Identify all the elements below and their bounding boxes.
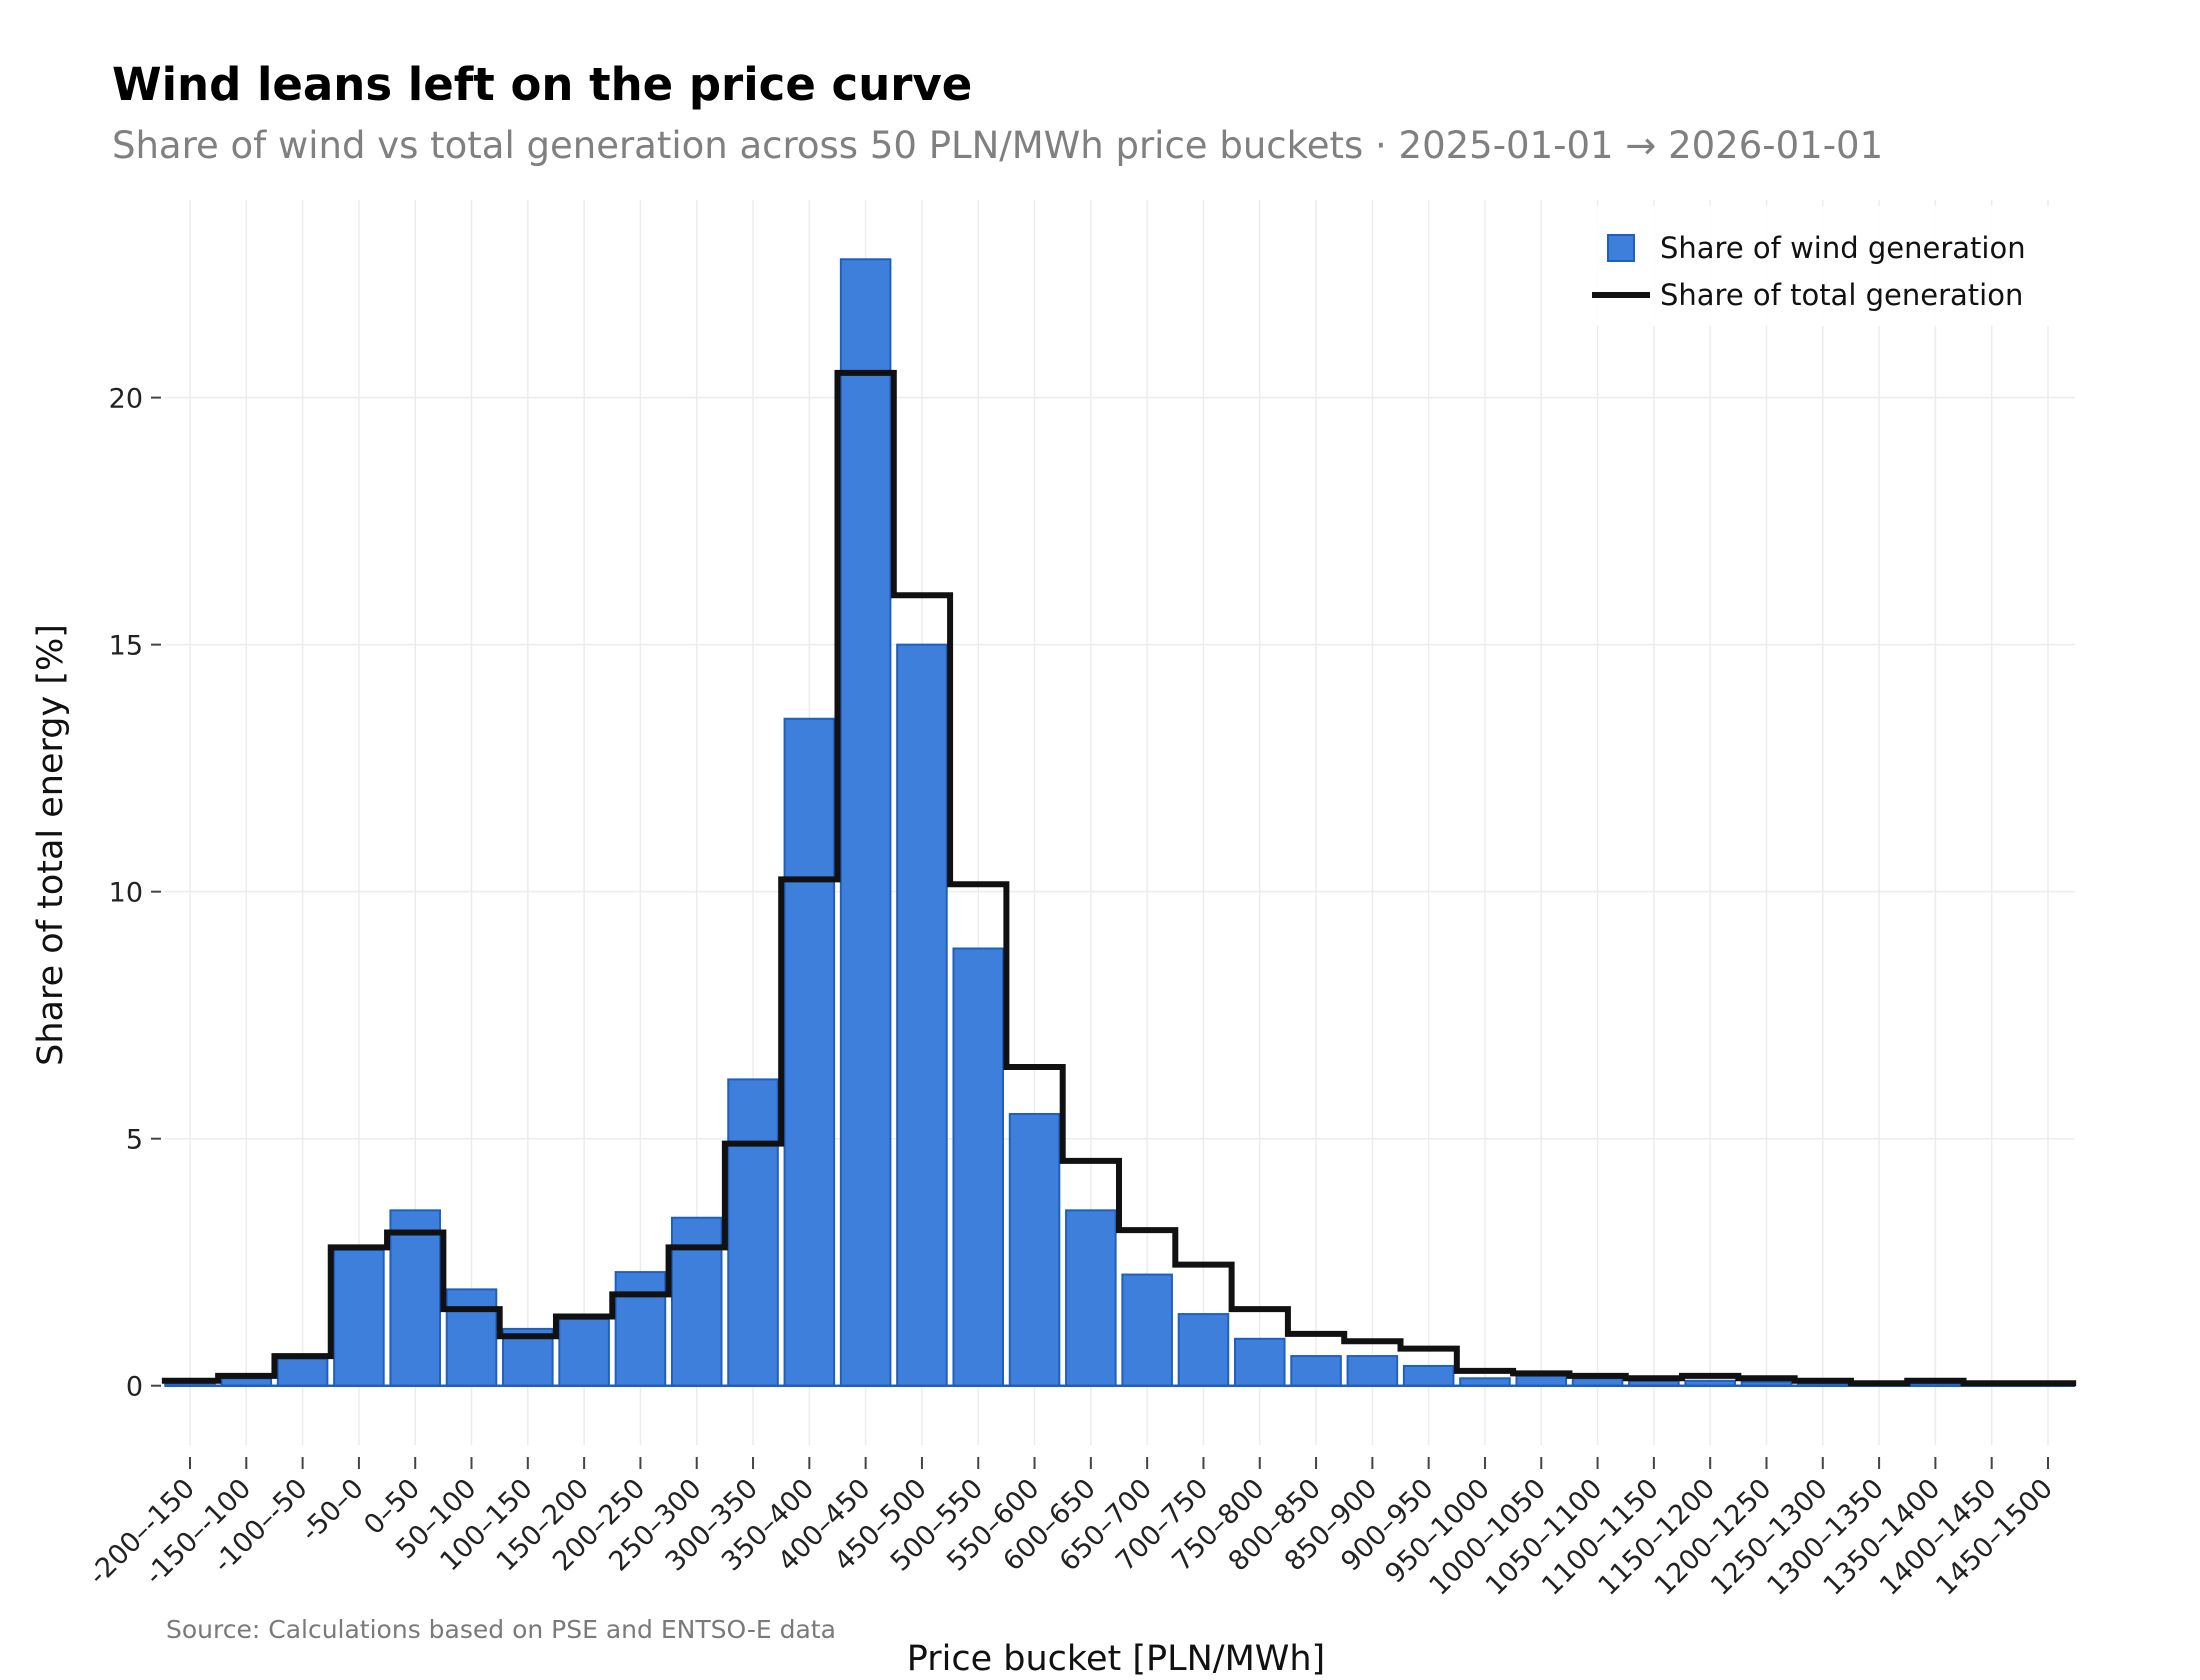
chart-subtitle: Share of wind vs total generation across… bbox=[112, 124, 1883, 167]
bar-wind bbox=[952, 947, 1005, 1387]
bar-wind bbox=[445, 1288, 498, 1387]
series-line-total bbox=[161, 369, 2077, 1387]
bar-wind bbox=[1233, 1337, 1286, 1387]
bar-wind bbox=[727, 1078, 779, 1387]
bar-wind bbox=[1008, 1112, 1061, 1387]
bar-wind bbox=[1346, 1355, 1399, 1387]
total-step-line bbox=[161, 369, 2077, 1387]
legend-label-wind: Share of wind generation bbox=[1660, 231, 2026, 265]
legend-label-total: Share of total generation bbox=[1660, 278, 2023, 312]
y-axis: 0 5 10 15 20 bbox=[109, 384, 161, 1403]
source-note: Source: Calculations based on PSE and EN… bbox=[166, 1615, 836, 1644]
bar-wind bbox=[1065, 1209, 1117, 1387]
x-axis-title: Price bucket [PLN/MWh] bbox=[907, 1639, 1325, 1679]
bar-wind bbox=[558, 1318, 610, 1387]
bar-wind bbox=[276, 1357, 329, 1387]
bar-wind bbox=[1290, 1355, 1342, 1387]
bar-wind bbox=[783, 717, 836, 1387]
bar-wind bbox=[614, 1271, 667, 1387]
chart-title: Wind leans left on the price curve bbox=[112, 58, 972, 111]
bar-wind bbox=[896, 643, 948, 1387]
legend-swatch-wind bbox=[1607, 234, 1635, 262]
bar-wind bbox=[1177, 1313, 1230, 1387]
bar-wind bbox=[670, 1216, 723, 1387]
y-tick-label: 10 bbox=[109, 878, 143, 909]
bar-wind bbox=[1515, 1374, 1568, 1387]
y-tick-label: 20 bbox=[109, 384, 143, 415]
y-tick-label: 15 bbox=[109, 631, 143, 662]
legend: Share of wind generation Share of total … bbox=[1580, 206, 2050, 326]
x-axis: -200–-150-150–-100-100–-50-50–00–5050–10… bbox=[83, 1457, 2059, 1602]
y-tick-label: 5 bbox=[126, 1125, 143, 1156]
grid bbox=[165, 200, 2075, 1445]
wind-bars bbox=[164, 258, 2074, 1387]
y-axis-title: Share of total energy [%] bbox=[31, 624, 71, 1066]
bar-wind bbox=[839, 258, 892, 1387]
x-tick-label: -50–0 bbox=[295, 1473, 370, 1548]
y-tick-label: 0 bbox=[126, 1372, 143, 1403]
bar-wind bbox=[1121, 1273, 1173, 1387]
bar-wind bbox=[1402, 1364, 1455, 1387]
bar-wind bbox=[389, 1209, 441, 1387]
bar-wind bbox=[333, 1248, 385, 1387]
